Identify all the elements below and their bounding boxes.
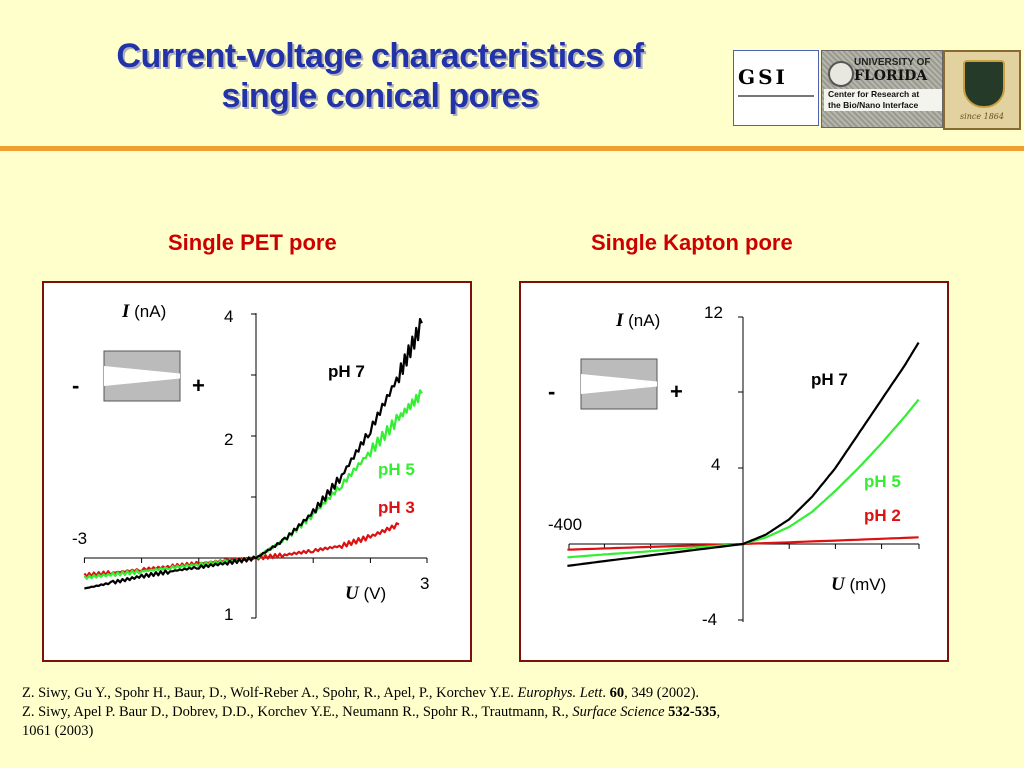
kapton-xlabel-symbol: U [831,574,845,595]
kapton-xlabel-unit: (mV) [849,575,887,594]
pet-pore-icon [103,350,181,402]
uf-seal-icon [828,61,854,87]
kapton-ylabel-unit: (nA) [628,311,661,330]
kapton-ytick-bottom: -4 [702,610,718,629]
uf-center-line1: Center for Research at [828,89,920,99]
kapton-series-group [567,342,920,567]
pet-series-line-ph3 [83,522,400,578]
reference-1-authors: Z. Siwy, Gu Y., Spohr H., Baur, D., Wolf… [22,685,514,701]
kapton-series-label-ph7: pH 7 [811,370,848,389]
kapton-icon-plus: + [670,379,683,404]
kapton-series-line-ph7 [567,342,920,567]
reference-2-cont: 1061 (2003) [22,723,94,739]
pet-series-label-ph7: pH 7 [328,362,365,381]
crest-since-text: since 1864 [960,112,1004,121]
uf-center-text: Center for Research at the Bio/Nano Inte… [824,89,942,111]
pet-series-label-ph5: pH 5 [378,460,415,479]
pet-ylabel-unit: (nA) [134,302,167,321]
university-crest-logo: since 1864 [943,50,1021,130]
pet-icon-minus: - [72,373,80,398]
kapton-pore-channel [581,374,657,394]
reference-1-volume: 60 [609,685,625,701]
kapton-ytick-mid: 4 [711,455,721,474]
pet-chart-frame: I (nA) 4 2 1 -3 3 U (V) - + pH 7 pH 5 pH… [42,281,472,662]
gsi-logo-text: GSI [738,65,788,89]
reference-1-journal: Europhys. Lett [517,685,603,701]
pet-ytick-mid: 2 [224,430,234,449]
kapton-series-label-ph5: pH 5 [864,472,901,491]
pet-series-label-ph3: pH 3 [378,498,415,517]
logo-strip: GSI UNIVERSITY OF FLORIDA Center for Res… [733,50,1021,130]
reference-1: Z. Siwy, Gu Y., Spohr H., Baur, D., Wolf… [22,685,700,701]
pet-xtick-right: 3 [420,574,430,593]
pet-xtick-left: -3 [72,529,88,548]
kapton-chart-plot [567,316,920,622]
page-title-line2: single conical pores [221,77,539,115]
page-title-line1: Current-voltage characteristics of [116,37,644,75]
kapton-chart-frame: I (nA) 12 4 -4 -400 U (mV) - + pH 7 pH 5… [519,281,949,662]
kapton-ytick-top: 12 [704,303,723,322]
pet-xlabel-symbol: U [345,583,359,604]
kapton-ylabel-symbol: I [616,310,624,331]
pet-xlabel-unit: (V) [363,584,387,603]
pet-ytick-top: 4 [224,307,234,326]
pet-pore-channel [104,366,180,386]
kapton-icon-minus: - [548,379,556,404]
references: Z. Siwy, Gu Y., Spohr H., Baur, D., Wolf… [22,684,1012,741]
pet-chart-title: Single PET pore [168,230,337,255]
pet-ytick-bottom: 1 [224,605,234,624]
pet-series-group [83,317,423,590]
pet-icon-plus: + [192,373,205,398]
uf-university-text: UNIVERSITY OF [854,57,931,68]
kapton-xtick-left: -400 [548,515,583,534]
pet-ylabel: I (nA) [122,301,166,323]
page-title: Current-voltage characteristics of singl… [30,36,730,116]
kapton-xlabel: U (mV) [831,574,886,596]
kapton-series-label-ph2: pH 2 [864,506,901,525]
uf-florida-text: FLORIDA [854,68,928,84]
reference-2-authors: Z. Siwy, Apel P. Baur D., Dobrev, D.D., … [22,704,569,720]
reference-2: Z. Siwy, Apel P. Baur D., Dobrev, D.D., … [22,704,721,720]
gsi-logo: GSI [733,50,819,126]
pet-series-line-ph7 [84,317,423,590]
university-of-florida-logo: UNIVERSITY OF FLORIDA Center for Researc… [821,50,943,128]
crest-shield-icon [963,60,1005,108]
uf-center-line2: the Bio/Nano Interface [828,100,919,110]
kapton-pore-icon [580,358,658,410]
kapton-ylabel: I (nA) [616,310,660,332]
kapton-series-line-ph5 [567,398,920,559]
pet-xlabel: U (V) [345,583,386,605]
pet-ylabel-symbol: I [122,301,130,322]
reference-1-rest: , 349 (2002). [624,685,700,701]
reference-2-volume: 532-535 [668,704,717,720]
reference-2-journal: Surface Science [572,704,665,720]
title-divider [0,146,1024,151]
pet-series-line-ph5 [83,389,423,580]
kapton-chart-title: Single Kapton pore [591,230,793,255]
gsi-logo-line [738,95,814,97]
pet-chart-plot [83,313,428,619]
